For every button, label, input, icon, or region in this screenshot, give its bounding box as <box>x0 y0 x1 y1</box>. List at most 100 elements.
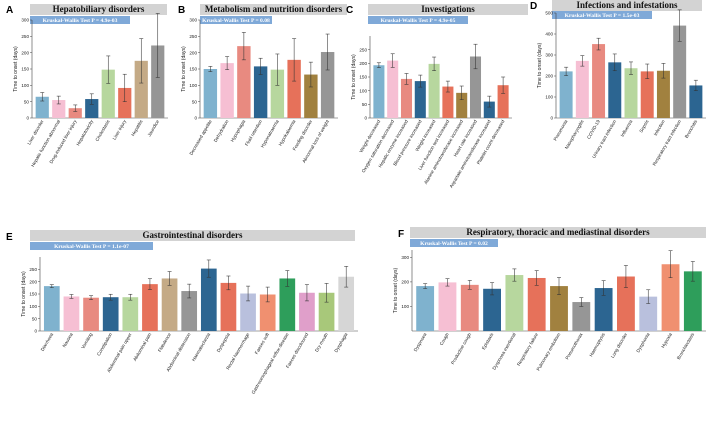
category-label-E: Gastrooesophageal reflux disease <box>250 332 289 395</box>
panel-B: B Metabolism and nutrition disorders Krusk… <box>178 4 347 164</box>
y-tick-label-D: 300 <box>545 53 553 58</box>
y-axis-label-E: Time to onset (days) <box>21 271 27 317</box>
category-label-F: Haemoptysis <box>588 331 606 357</box>
category-label-D: Pneumonia <box>553 119 569 142</box>
y-tick-label-A: 150 <box>21 67 29 72</box>
category-label-E: Abdominal pain <box>132 332 152 362</box>
y-axis-label-A: Time to onset (days) <box>13 46 19 92</box>
bar-B <box>220 63 234 118</box>
bar-F <box>683 271 702 331</box>
category-label-E: Haematochezia <box>191 332 212 363</box>
y-tick-label-F: 100 <box>401 304 409 309</box>
category-label-F: Epistaxis <box>481 331 495 350</box>
test-badge-bg-A <box>30 16 130 24</box>
y-tick-label-E: 100 <box>29 304 37 309</box>
test-badge-D: Kruskal-Wallis Test P = 1.5e-03 <box>565 13 640 19</box>
y-tick-label-B: 200 <box>189 50 197 55</box>
y-tick-label-D: 100 <box>545 95 553 100</box>
bar-D <box>592 44 606 118</box>
bar-C <box>442 86 454 118</box>
y-tick-label-C: 0 <box>364 116 367 121</box>
bar-E <box>220 282 237 331</box>
category-label-E: Diarrhoea <box>40 332 55 352</box>
category-label-E: Dry mouth <box>314 332 329 353</box>
bar-B <box>253 66 268 118</box>
bar-E <box>259 294 276 331</box>
category-label-A: Cholestasis <box>94 118 111 142</box>
panel-title-bg-F <box>410 227 706 238</box>
category-label-B: Fluid retention <box>244 119 263 147</box>
bar-D <box>689 85 703 118</box>
category-label-F: Lung disorder <box>610 332 629 359</box>
category-label-E: Vomiting <box>80 332 93 350</box>
y-tick-label-B: 150 <box>189 67 197 72</box>
bar-B <box>320 52 335 118</box>
bar-C <box>387 60 399 118</box>
bar-E <box>299 292 315 331</box>
y-tick-label-C: 150 <box>359 75 367 80</box>
bar-F <box>639 296 658 331</box>
bar-F <box>527 277 546 331</box>
panel-title-bg-E <box>30 230 355 241</box>
bar-D <box>559 71 573 118</box>
bar-E <box>83 297 99 331</box>
bar-F <box>617 276 635 331</box>
category-label-F: Dyspnoea <box>413 332 428 353</box>
panel-title-D: Infections and infestations <box>576 0 678 10</box>
bar-F <box>550 286 568 331</box>
bar-A <box>68 108 82 118</box>
category-label-F: Hypoxia <box>660 332 673 349</box>
bar-B <box>270 69 285 118</box>
panel-title-F: Respiratory, thoracic and mediastinal di… <box>466 227 650 237</box>
bar-E <box>181 291 198 331</box>
panel-title-bg-D <box>552 0 702 11</box>
bar-D <box>673 25 687 119</box>
bar-F <box>661 264 680 331</box>
panel-label-A: A <box>6 5 13 16</box>
bar-A <box>118 87 132 118</box>
bar-C <box>456 92 468 118</box>
test-badge-B: Kruskal-Wallis Test P = 0.08 <box>202 18 270 24</box>
y-tick-label-E: 200 <box>29 279 37 284</box>
category-label-B: Dehydration <box>213 119 230 143</box>
category-label-A: Liver injury <box>112 118 128 140</box>
bar-A <box>85 99 99 118</box>
category-label-F: Dysphonia <box>635 332 650 354</box>
bar-E <box>122 297 139 331</box>
bar-B <box>203 69 218 118</box>
bar-B <box>237 46 251 119</box>
panel-title-A: Hepatobiliary disorders <box>53 4 145 14</box>
bar-F <box>594 288 613 331</box>
bar-A <box>134 60 148 118</box>
bar-E <box>43 286 60 331</box>
y-tick-label-D: 400 <box>545 32 553 37</box>
bar-A <box>101 69 115 118</box>
y-tick-label-F: 200 <box>401 280 409 285</box>
category-label-D: Respiratory tract infection <box>652 119 683 167</box>
bar-D <box>624 68 638 118</box>
panel-label-D: D <box>530 1 537 12</box>
category-label-D: Sepsis <box>638 118 650 133</box>
panel-F: F Respiratory, thoracic and mediastinal d… <box>393 227 706 372</box>
bar-F <box>483 288 501 331</box>
y-tick-label-E: 250 <box>29 267 37 272</box>
category-label-A: Hepatitis <box>130 118 144 137</box>
y-tick-label-E: 0 <box>34 329 37 334</box>
y-tick-label-A: 0 <box>26 116 29 121</box>
bar-E <box>142 284 158 331</box>
panel-C: C Investigations Kruskal-Wallis Test P = 4… <box>346 4 528 189</box>
category-label-E: Faeces discoloured <box>285 332 309 369</box>
panel-title-bg-A <box>30 4 167 15</box>
y-tick-label-D: 200 <box>545 74 553 79</box>
category-label-E: Constipation <box>96 332 113 357</box>
test-badge-bg-E <box>30 242 153 250</box>
category-label-F: Pneumothorax <box>564 331 584 360</box>
panel-E: E Gastrointestinal disorders Kruskal-Walli… <box>6 230 358 395</box>
bar-A <box>151 45 165 119</box>
test-badge-bg-C <box>368 16 468 24</box>
category-label-F: Pulmonary embolism <box>536 332 562 372</box>
bar-F <box>438 282 457 331</box>
y-tick-label-A: 300 <box>21 18 29 23</box>
category-label-D: Influenza <box>620 119 634 138</box>
